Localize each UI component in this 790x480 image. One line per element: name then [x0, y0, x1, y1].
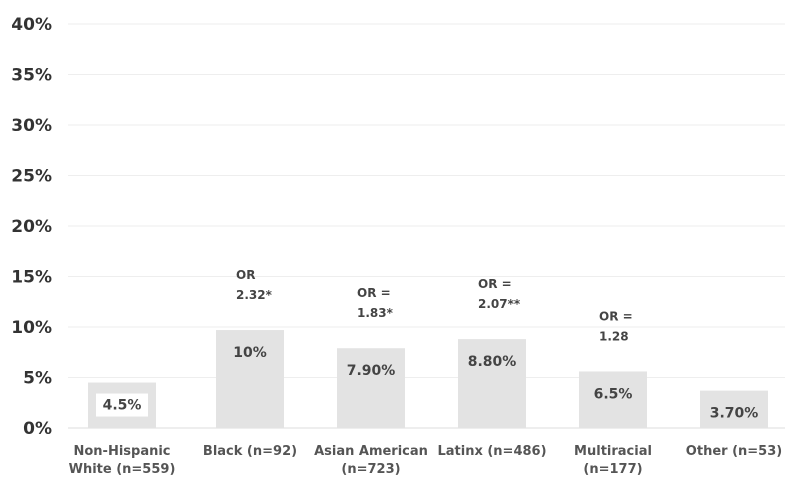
odds-ratio-annotation: 1.28: [599, 329, 629, 343]
y-tick-label: 0%: [23, 419, 52, 439]
y-tick-label: 5%: [23, 369, 52, 389]
x-tick-label: Non-Hispanic: [73, 444, 170, 459]
x-tick-label: Asian American: [314, 444, 428, 459]
x-tick-label: (n=723): [341, 462, 400, 477]
odds-ratio-annotation: OR =: [599, 309, 633, 323]
x-tick-label: White (n=559): [69, 462, 176, 477]
y-tick-label: 35%: [11, 66, 52, 86]
odds-ratio-annotation: 2.07**: [478, 297, 521, 311]
data-label: 10%: [233, 345, 267, 361]
bar: [579, 371, 647, 428]
data-label: 7.90%: [347, 363, 396, 379]
bar: [700, 390, 768, 428]
data-label: 6.5%: [594, 386, 633, 402]
x-axis-labels: Non-Hispanic White (n=559) Black (n=92) Asi…: [69, 444, 783, 477]
data-label: 8.80%: [468, 354, 517, 370]
y-tick-label: 40%: [11, 15, 52, 35]
data-labels: 4.5% 10% 7.90% 8.80% 6.5% 3.70%: [103, 345, 759, 422]
odds-ratio-annotation: OR =: [478, 277, 512, 291]
odds-ratio-annotation: OR =: [357, 286, 391, 300]
data-label: 3.70%: [710, 406, 759, 422]
data-label: 4.5%: [103, 398, 142, 414]
y-axis-ticks: 0% 5% 10% 15% 20% 25% 30% 35% 40%: [11, 15, 52, 439]
odds-ratio-annotation: 1.83*: [357, 306, 394, 320]
x-tick-label: Other (n=53): [686, 444, 782, 459]
gridlines: [68, 23, 785, 429]
bar: [458, 339, 526, 428]
bar: [216, 330, 284, 428]
x-tick-label: Black (n=92): [203, 444, 297, 459]
y-tick-label: 30%: [11, 116, 52, 136]
bar: [337, 348, 405, 428]
x-tick-label: Latinx (n=486): [437, 444, 546, 459]
y-tick-label: 10%: [11, 318, 52, 338]
data-label-box: [96, 393, 148, 417]
bars: [88, 330, 768, 428]
odds-ratio-annotation: OR: [236, 268, 255, 282]
odds-ratio-annotations: OR 2.32* OR = 1.83* OR = 2.07** OR = 1.28: [236, 268, 633, 343]
y-tick-label: 20%: [11, 217, 52, 237]
odds-ratio-annotation: 2.32*: [236, 288, 273, 302]
y-tick-label: 15%: [11, 268, 52, 288]
y-tick-label: 25%: [11, 167, 52, 187]
x-tick-label: (n=177): [583, 462, 642, 477]
x-tick-label: Multiracial: [574, 444, 652, 459]
